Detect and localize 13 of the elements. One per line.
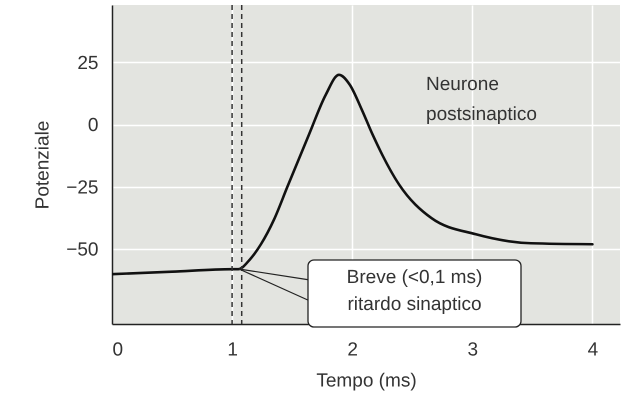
x-tick-label: 2 bbox=[347, 340, 358, 360]
x-tick-label: 4 bbox=[588, 340, 599, 360]
y-tick-label: 0 bbox=[88, 115, 98, 136]
text: Neurone postsinaptico bbox=[426, 74, 537, 125]
y-tick-label: 25 bbox=[77, 52, 98, 74]
y-tick-label: −25 bbox=[66, 177, 98, 198]
x-tick-label: 1 bbox=[227, 340, 238, 360]
y-axis-title: Potenziale bbox=[32, 120, 54, 210]
annotation: Breve (<0,1 ms) ritardo sinaptico bbox=[346, 267, 482, 315]
x-axis-title: Tempo (ms) bbox=[316, 370, 417, 392]
y-tick-label: −50 bbox=[66, 240, 98, 261]
x-tick-label: 3 bbox=[467, 340, 478, 360]
x-tick-label: 0 bbox=[112, 340, 124, 360]
